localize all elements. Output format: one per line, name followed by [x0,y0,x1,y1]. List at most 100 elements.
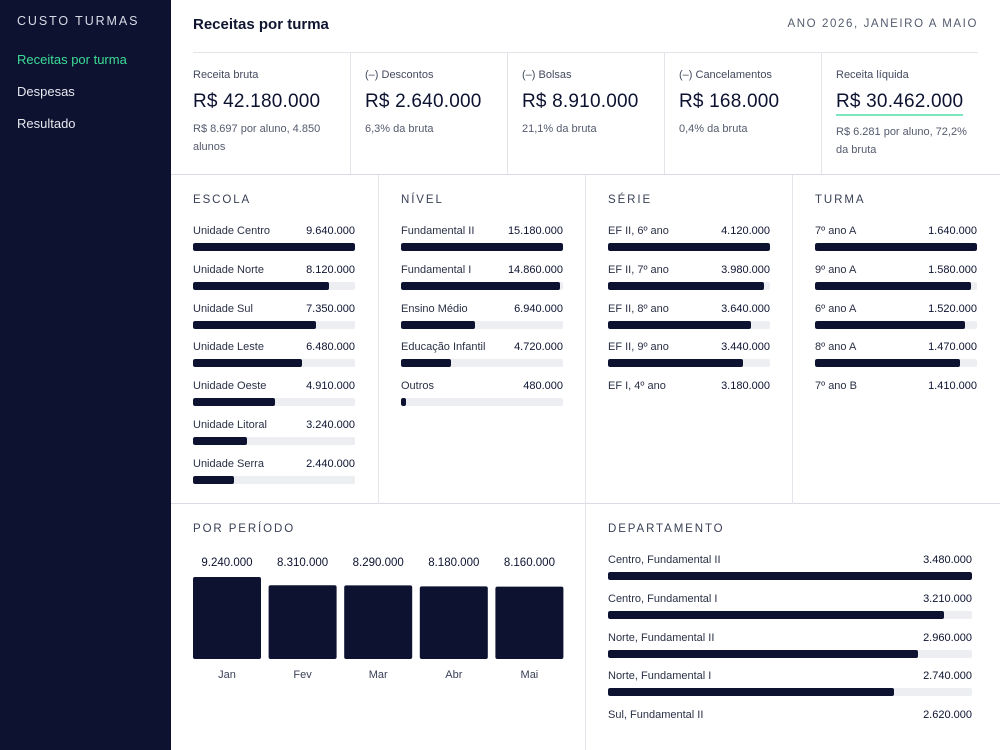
bar-value: 3.440.000 [721,341,770,354]
bar-value: 3.480.000 [923,554,972,566]
bar-value: 3.180.000 [721,380,770,393]
bar-label: EF II, 7º ano [608,263,669,276]
bar-label: Unidade Centro [193,225,271,237]
section-title: ESCOLA [193,194,252,206]
kpi-sub: 21,1% da bruta [522,123,597,135]
dimension-escola: ESCOLA Unidade Centro 9.640.000 Unidade No… [171,175,379,504]
bar-item: EF II, 6º ano 4.120.000 [608,225,770,264]
bar-fill [193,359,302,368]
nav-item-resultado[interactable]: Resultado [17,116,76,131]
bar-item: Centro, Fundamental I 3.210.000 [608,593,972,632]
bar-fill [193,320,317,329]
bar-fill [608,688,895,697]
period-bar-chart: 9.240.000 Jan 8.310.000 Fev 8.290.000 Mar 8.18… [193,557,564,681]
bar-fill [815,243,977,251]
bar-track [401,398,563,407]
bar-fill [193,398,276,407]
bar-track [608,359,770,368]
bar-track [401,281,563,290]
bar-list: EF II, 6º ano 4.120.000 EF II, 7º ano 3.980… [608,225,770,419]
bar-track [193,398,355,407]
kpi-label: (–) Descontos [365,69,434,81]
kpi-sub: 6,3% da bruta [365,123,434,135]
bar-item: Unidade Leste 6.480.000 [193,341,355,380]
period-bar-value: 8.180.000 [428,557,479,569]
sidebar: CUSTO TURMAS Receitas por turma Despesas… [0,0,171,750]
bar-label: EF II, 8º ano [608,302,669,315]
section-title: TURMA [815,194,866,206]
period-bar [268,585,337,659]
bar-fill [401,398,407,407]
period-tick-label: Abr [445,669,462,681]
bar-fill [608,359,744,368]
period-bar [193,577,261,659]
bar-item: Norte, Fundamental I 2.740.000 [608,670,972,709]
bar-value: 6.940.000 [514,302,563,315]
bar-fill [401,243,563,251]
nav-item-receitas[interactable]: Receitas por turma [17,52,127,67]
section-title: DEPARTAMENTO [608,523,725,535]
bar-track [815,281,977,290]
header-divider [193,52,978,53]
kpi-label: (–) Cancelamentos [679,69,772,81]
bar-fill [815,320,966,329]
bar-fill [401,359,452,368]
bar-label: Sul, Fundamental II [608,709,704,722]
bar-list: Fundamental II 15.180.000 Fundamental I 14.… [401,225,563,419]
bar-fill [608,243,770,251]
section-title: POR PERÍODO [193,523,296,535]
bar-track [193,281,355,290]
bar-fill [608,649,918,658]
period-tick-label: Mai [521,669,539,681]
bar-label: Unidade Leste [193,341,264,354]
bar-label: Centro, Fundamental I [608,592,718,605]
bar-item: Centro, Fundamental II 3.480.000 [608,554,972,593]
bar-value: 8.120.000 [306,263,355,276]
kpi-cancelamentos: (–) Cancelamentos R$ 168.000 0,4% da bru… [665,53,822,174]
bar-fill [608,281,765,290]
bar-fill [401,320,476,329]
bar-item: Outros 480.000 [401,380,563,419]
bar-list: Centro, Fundamental II 3.480.000 Centro, F… [608,554,972,748]
bar-track [815,243,977,251]
bar-label: Unidade Sul [193,302,253,315]
kpi-label: Receita bruta [193,69,259,81]
bar-label: Centro, Fundamental II [608,554,721,566]
bar-value: 1.580.000 [928,263,977,276]
period-section: POR PERÍODO 9.240.000 Jan 8.310.000 Fev 8.29… [171,504,586,750]
dimension-nivel: NÍVEL Fundamental II 15.180.000 Fundamenta… [379,175,586,504]
bar-value: 4.910.000 [306,380,355,393]
kpi-value: R$ 168.000 [679,91,780,112]
bar-value: 7.350.000 [306,302,355,315]
bar-item: Fundamental I 14.860.000 [401,264,563,303]
bar-track [815,359,977,368]
bar-value: 1.470.000 [928,341,977,354]
kpi-value: R$ 42.180.000 [193,91,321,112]
bar-track [608,281,770,290]
app-brand: CUSTO TURMAS [17,14,140,28]
bar-label: Unidade Litoral [193,418,267,431]
bar-fill [401,281,560,290]
dimension-serie: SÉRIE EF II, 6º ano 4.120.000 EF II, 7º an… [586,175,793,504]
bar-fill [815,281,971,290]
main-content: Receitas por turma ANO 2026, JANEIRO A M… [171,0,1000,750]
bar-fill [608,610,944,619]
section-title: SÉRIE [608,194,653,206]
kpi-sub: R$ 8.697 por aluno, 4.850 alunos [193,123,321,153]
bar-track [193,243,355,251]
bar-item: Unidade Litoral 3.240.000 [193,419,355,458]
kpi-sub: R$ 6.281 por aluno, 72,2% da bruta [836,126,967,156]
bar-label: EF II, 6º ano [608,225,669,237]
bar-track [608,320,770,329]
bar-list: 7º ano A 1.640.000 9º ano A 1.580.000 6º ano… [815,225,977,419]
bar-track [193,436,355,445]
bar-label: EF I, 4º ano [608,380,666,393]
bar-item: EF II, 8º ano 3.640.000 [608,303,770,342]
bar-item: Unidade Centro 9.640.000 [193,225,355,264]
bar-fill [815,359,961,368]
bar-track [608,649,972,658]
period-bar [344,585,413,659]
bar-value: 1.520.000 [928,302,977,315]
kpi-label: (–) Bolsas [522,69,572,81]
nav-item-despesas[interactable]: Despesas [17,84,75,99]
